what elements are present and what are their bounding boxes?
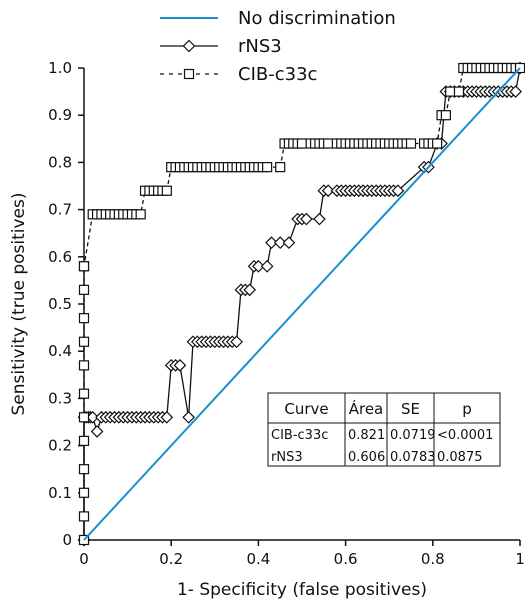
data-point (276, 163, 285, 172)
table-cell: 0.606 (348, 450, 385, 465)
table-cell: rNS3 (271, 450, 303, 465)
y-tick-label: 0.9 (48, 106, 72, 124)
data-point (454, 87, 463, 96)
data-point (80, 465, 89, 474)
data-point (324, 139, 333, 148)
stats-table: Curve Área SE p CIB-c33c 0.821 0.0719 <0.0001 rN… (268, 393, 500, 466)
y-tick-label: 0.6 (48, 248, 72, 266)
legend-marker (184, 41, 195, 52)
x-tick-label: 0.2 (159, 550, 183, 568)
data-point (80, 413, 89, 422)
table-header-cell: SE (401, 400, 420, 418)
data-point (433, 139, 442, 148)
data-point (298, 139, 307, 148)
table-cell: CIB-c33c (271, 428, 328, 443)
y-tick-label: 0.5 (48, 295, 72, 313)
x-tick-label: 1 (515, 550, 525, 568)
data-point (80, 512, 89, 521)
legend-item: No discrimination (160, 8, 396, 29)
x-tick-label: 0 (79, 550, 89, 568)
data-point (80, 314, 89, 323)
table-cell: <0.0001 (437, 428, 493, 443)
data-point (441, 111, 450, 120)
data-point (263, 163, 272, 172)
y-tick-label: 0.7 (48, 201, 72, 219)
legend-marker (185, 70, 194, 79)
legend-item: rNS3 (160, 36, 282, 57)
data-point (314, 214, 325, 225)
y-tick-label: 0.4 (48, 342, 72, 360)
y-tick-label: 0 (62, 531, 72, 549)
table-cell: 0.0875 (437, 450, 483, 465)
table-cell: 0.0719 (390, 428, 436, 443)
x-axis-title: 1- Specificity (false positives) (177, 580, 427, 600)
x-tick-label: 0.8 (421, 550, 445, 568)
data-point (80, 337, 89, 346)
data-point (80, 262, 89, 271)
y-tick-label: 1.0 (48, 59, 72, 77)
legend-label: No discrimination (238, 8, 396, 29)
data-point (283, 237, 294, 248)
data-point (80, 389, 89, 398)
table-cell: 0.821 (348, 428, 385, 443)
data-point (407, 139, 416, 148)
data-point (262, 261, 273, 272)
legend-label: rNS3 (238, 36, 282, 57)
data-point (446, 87, 455, 96)
table-cell: 0.0783 (390, 450, 436, 465)
y-tick-label: 0.2 (48, 437, 72, 455)
x-tick-label: 0.6 (334, 550, 358, 568)
data-point (80, 285, 89, 294)
table-header-cell: Área (349, 399, 384, 418)
data-point (136, 210, 145, 219)
y-ticks: 0 0.1 0.2 0.3 0.4 0.5 0.6 0.7 0.8 0.9 1.0 (48, 59, 84, 549)
y-axis-title: Sensitivity (true positives) (9, 192, 29, 415)
table-header-cell: Curve (284, 400, 328, 418)
data-point (162, 186, 171, 195)
y-tick-label: 0.1 (48, 484, 72, 502)
x-ticks: 0 0.2 0.4 0.6 0.8 1 (79, 540, 525, 568)
data-point (80, 488, 89, 497)
data-point (92, 426, 103, 437)
series-layer (79, 63, 525, 546)
data-point (80, 361, 89, 370)
table-header-cell: p (462, 400, 472, 418)
data-point (80, 436, 89, 445)
y-tick-label: 0.3 (48, 389, 72, 407)
x-tick-label: 0.4 (246, 550, 270, 568)
legend-label: CIB-c33c (238, 64, 317, 85)
legend-item: CIB-c33c (160, 64, 317, 85)
y-tick-label: 0.8 (48, 153, 72, 171)
legend: No discrimination rNS3 CIB-c33c (160, 8, 396, 85)
